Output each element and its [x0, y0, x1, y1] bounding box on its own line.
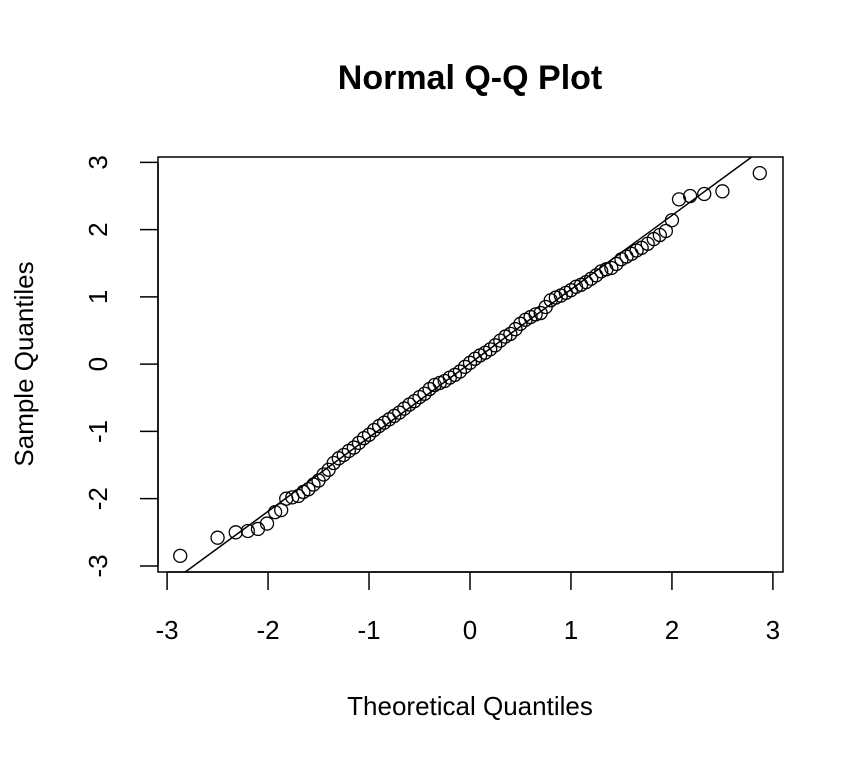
- point: [361, 427, 377, 442]
- y-axis-title: Sample Quantiles: [9, 261, 39, 466]
- point: [553, 288, 569, 303]
- x-tick-label: 3: [766, 615, 780, 645]
- point: [604, 260, 619, 276]
- point: [417, 386, 432, 401]
- point: [326, 455, 341, 471]
- point: [240, 523, 256, 539]
- point: [267, 504, 283, 520]
- point: [658, 223, 674, 239]
- point: [316, 467, 331, 482]
- y-tick-label: -2: [83, 487, 113, 510]
- y-tick-label: 1: [83, 290, 113, 304]
- point: [671, 192, 687, 207]
- point: [493, 333, 508, 348]
- y-tick-label: 2: [83, 222, 113, 236]
- point: [397, 401, 412, 416]
- point: [259, 516, 275, 531]
- y-tick-label: -3: [83, 554, 113, 577]
- x-tick-label: -1: [357, 615, 380, 645]
- x-tick-label: 1: [564, 615, 578, 645]
- point: [173, 548, 188, 564]
- chart-title: Normal Q-Q Plot: [338, 59, 602, 97]
- point: [488, 338, 503, 353]
- point: [457, 359, 473, 375]
- y-tick-label: 3: [83, 155, 113, 169]
- point: [528, 307, 543, 322]
- x-tick-label: 0: [463, 615, 477, 645]
- point: [609, 256, 624, 272]
- point: [392, 405, 407, 420]
- point: [228, 525, 243, 540]
- x-tick-label: -2: [256, 615, 279, 645]
- x-tick-label: 2: [665, 615, 679, 645]
- point: [346, 440, 362, 455]
- point: [752, 165, 767, 181]
- point: [697, 186, 712, 202]
- point: [366, 422, 382, 438]
- point: [664, 213, 680, 228]
- point: [619, 249, 634, 264]
- point: [407, 394, 422, 409]
- x-axis-title: Theoretical Quantiles: [347, 691, 593, 721]
- point: [508, 322, 523, 337]
- point: [210, 530, 225, 545]
- point: [452, 364, 468, 379]
- point: [715, 184, 730, 199]
- point: [301, 482, 316, 497]
- point: [351, 435, 367, 451]
- x-tick-label: -3: [156, 615, 179, 645]
- point: [462, 355, 478, 370]
- y-tick-label: 0: [83, 357, 113, 371]
- point: [291, 488, 306, 504]
- reference-line: [184, 157, 753, 572]
- point: [483, 342, 498, 357]
- point: [513, 316, 528, 331]
- point: [306, 477, 321, 492]
- point: [503, 326, 518, 342]
- point: [336, 447, 351, 463]
- point: [682, 188, 698, 204]
- y-tick-label: -1: [83, 420, 113, 443]
